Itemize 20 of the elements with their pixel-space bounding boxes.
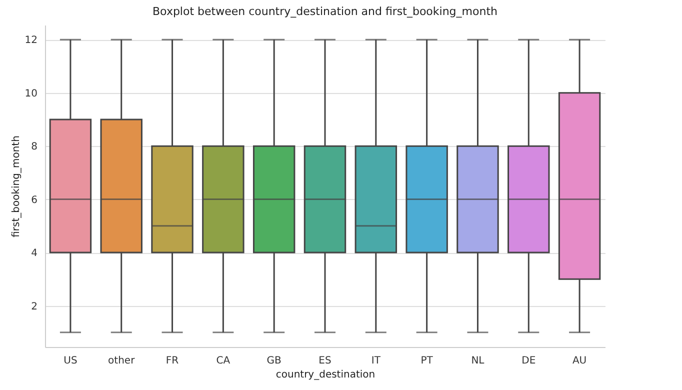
y-tick-label: 10 <box>24 88 38 100</box>
y-tick-label: 2 <box>31 301 38 312</box>
chart-title: Boxplot between country_destination and first_booking_month <box>152 5 498 18</box>
x-tick-label: CA <box>216 356 230 366</box>
x-tick-label: ES <box>318 356 332 366</box>
x-axis-title: country_destination <box>276 370 376 380</box>
x-tick-label: AU <box>572 356 587 366</box>
x-tick-label: other <box>108 356 136 366</box>
y-tick-label: 6 <box>31 194 38 206</box>
x-tick-label: US <box>64 356 78 366</box>
x-tick-label: FR <box>166 356 179 366</box>
y-tick-label: 8 <box>31 142 38 153</box>
x-tick-label: IT <box>371 356 382 366</box>
x-tick-label: PT <box>420 356 434 366</box>
y-axis-title: first_booking_month <box>10 136 22 238</box>
x-tick-label: NL <box>471 356 485 366</box>
y-tick-label: 4 <box>31 248 38 260</box>
y-tick-label: 12 <box>24 35 38 46</box>
x-tick-label: DE <box>522 356 536 366</box>
x-tick-label: GB <box>266 356 282 366</box>
